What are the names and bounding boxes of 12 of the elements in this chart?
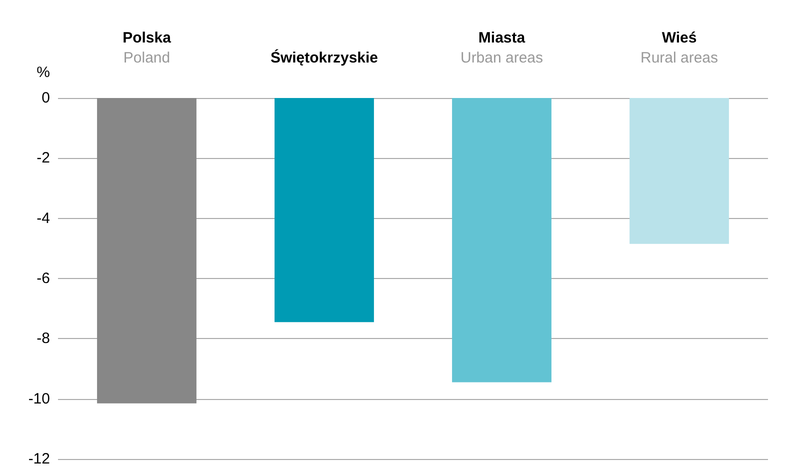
y-tick-label: -12 xyxy=(28,450,50,468)
y-tick-label: -10 xyxy=(28,390,50,408)
y-tick-label: -4 xyxy=(36,210,50,227)
y-axis-title: % xyxy=(36,64,50,81)
y-tick-label: -6 xyxy=(36,270,50,287)
x-tick-label: Wieś Rural areas xyxy=(640,30,718,66)
y-tick-label: 0 xyxy=(42,90,50,106)
x-tick-label: Świętokrzyskie xyxy=(270,48,378,66)
y-tick-label: -2 xyxy=(36,150,50,167)
x-tick-label: Polska Poland xyxy=(122,30,172,66)
y-tick-label: -8 xyxy=(36,330,50,348)
x-tick-label: Miasta Urban areas xyxy=(460,30,544,66)
